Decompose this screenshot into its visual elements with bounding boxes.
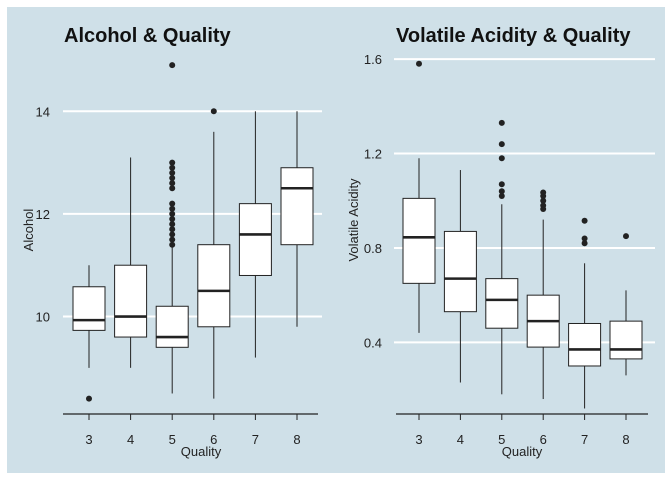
outlier-point	[169, 221, 176, 228]
volatile-acidity-box-4	[443, 170, 477, 383]
alcohol-y-axis-label: Alcohol	[21, 209, 36, 252]
outlier-point	[169, 185, 176, 192]
outlier-point	[498, 119, 505, 126]
volatile-acidity-panel-title: Volatile Acidity & Quality	[396, 25, 631, 47]
iqr-box	[114, 264, 148, 338]
outlier-point	[498, 181, 505, 188]
volatile-acidity-y-tick-label: 1.6	[364, 52, 382, 67]
outlier-point	[169, 169, 176, 176]
volatile-acidity-y-axis-label: Volatile Acidity	[346, 178, 361, 262]
outlier-point	[581, 240, 588, 247]
alcohol-y-tick-label: 14	[36, 104, 50, 119]
alcohol-x-tick-label: 4	[127, 432, 134, 447]
volatile-acidity-box-8	[609, 233, 643, 376]
outlier-point	[169, 62, 176, 69]
outlier-point	[540, 202, 547, 209]
volatile-acidity-x-axis	[396, 413, 648, 420]
iqr-box	[402, 197, 436, 284]
outlier-point	[416, 60, 422, 67]
alcohol-x-tick-label: 7	[252, 432, 259, 447]
outlier-point	[581, 235, 588, 242]
outlier-point	[169, 216, 176, 223]
alcohol-box-8	[280, 111, 314, 327]
outlier-point	[581, 217, 588, 224]
alcohol-gridlines	[63, 110, 322, 318]
volatile-acidity-panel: Volatile Acidity & Quality 0.40.81.21.6 …	[346, 25, 655, 459]
alcohol-box-7	[238, 111, 272, 358]
alcohol-x-tick-label: 6	[210, 432, 217, 447]
outlier-point	[623, 233, 629, 240]
volatile-acidity-box-6	[526, 189, 560, 400]
alcohol-box-4	[114, 157, 148, 368]
iqr-box	[568, 322, 602, 367]
outlier-point	[169, 205, 176, 212]
iqr-box	[197, 244, 231, 328]
iqr-box	[238, 203, 272, 276]
alcohol-y-tick-label: 12	[36, 207, 50, 222]
volatile-acidity-box-7	[568, 217, 602, 409]
volatile-acidity-box-5	[485, 119, 519, 395]
alcohol-x-tick-label: 5	[169, 432, 176, 447]
alcohol-x-axis	[63, 413, 318, 420]
outlier-point	[169, 175, 176, 181]
iqr-box	[280, 167, 314, 246]
alcohol-box-6	[197, 108, 231, 399]
outlier-point	[169, 231, 176, 238]
outlier-point	[169, 226, 176, 233]
outlier-point	[210, 108, 217, 115]
volatile-acidity-x-tick-labels: 3 4 5 6 7 8	[415, 432, 629, 447]
iqr-box	[485, 278, 519, 329]
outlier-point	[169, 159, 176, 166]
figure-background	[7, 7, 665, 473]
volatile-acidity-x-tick-label: 3	[415, 432, 422, 447]
outlier-point	[498, 141, 505, 148]
outlier-point	[169, 164, 176, 171]
outlier-point	[169, 241, 176, 248]
alcohol-box-3	[72, 265, 106, 402]
volatile-acidity-y-tick-label: 1.2	[364, 147, 382, 162]
volatile-acidity-x-tick-label: 8	[622, 432, 629, 447]
volatile-acidity-y-tick-label: 0.4	[364, 335, 382, 350]
alcohol-x-axis-label: Quality	[181, 444, 222, 459]
volatile-acidity-box-3	[402, 60, 436, 333]
outlier-point	[169, 180, 176, 187]
volatile-acidity-x-axis-label: Quality	[502, 444, 543, 459]
outlier-point	[86, 395, 92, 402]
alcohol-x-tick-label: 8	[293, 432, 300, 447]
volatile-acidity-x-tick-label: 7	[581, 432, 588, 447]
alcohol-x-tick-labels: 3 4 5 6 7 8	[85, 432, 300, 447]
volatile-acidity-boxes	[402, 60, 643, 409]
volatile-acidity-y-tick-labels: 0.4 0.8 1.2 1.6	[364, 52, 382, 350]
outlier-point	[169, 210, 176, 217]
outlier-point	[540, 189, 547, 196]
iqr-box	[155, 305, 189, 348]
outlier-point	[498, 155, 505, 162]
outlier-point	[498, 188, 505, 195]
outlier-point	[540, 197, 547, 204]
outlier-point	[169, 200, 176, 207]
alcohol-x-tick-label: 3	[85, 432, 92, 447]
volatile-acidity-x-tick-label: 4	[457, 432, 464, 447]
outlier-point	[498, 193, 505, 200]
iqr-box	[443, 230, 477, 313]
iqr-box	[72, 286, 106, 331]
volatile-acidity-x-tick-label: 6	[540, 432, 547, 447]
outlier-point	[169, 236, 176, 243]
alcohol-boxes	[72, 62, 314, 402]
alcohol-y-tick-labels: 10 12 14	[36, 104, 50, 324]
volatile-acidity-x-tick-label: 5	[498, 432, 505, 447]
iqr-box	[609, 320, 643, 360]
volatile-acidity-y-tick-label: 0.8	[364, 241, 382, 256]
alcohol-y-tick-label: 10	[36, 310, 50, 325]
alcohol-box-5	[155, 62, 189, 394]
alcohol-panel-title: Alcohol & Quality	[64, 25, 232, 47]
